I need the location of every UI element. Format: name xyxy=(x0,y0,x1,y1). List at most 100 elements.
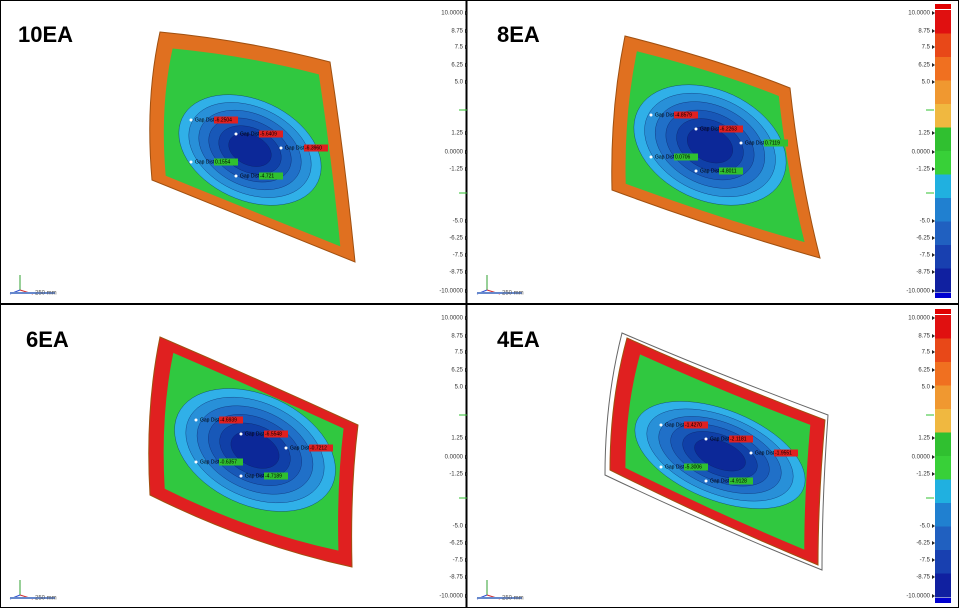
tick-arrow xyxy=(932,289,935,293)
annotation-box xyxy=(309,444,333,452)
annotation-name: Gap Dist. xyxy=(665,464,686,470)
colorbar-segment xyxy=(935,151,951,175)
colorbar-bottom xyxy=(935,598,951,603)
colorbar-tick: -6.25 xyxy=(449,236,463,242)
scale-bar xyxy=(477,292,522,294)
colorbar-tick: -8.75 xyxy=(449,270,463,276)
tick-arrow xyxy=(465,289,468,293)
colorbar-segment xyxy=(935,127,951,152)
annotation-box xyxy=(719,125,743,133)
annotation-name: Gap Dist. xyxy=(200,417,221,423)
tick-arrow xyxy=(465,11,468,15)
colorbar-tick: 8.75 xyxy=(918,334,930,340)
tick-arrow xyxy=(932,236,935,240)
probe-point xyxy=(239,432,243,436)
colorbar-tick: -10.0000 xyxy=(439,289,463,295)
annotation-value: 0.7119 xyxy=(765,140,780,146)
annotation-name: Gap Dist. xyxy=(700,126,721,132)
tick-arrow xyxy=(932,131,935,135)
colorbar-tick: 6.25 xyxy=(451,63,463,69)
annotation-box xyxy=(764,139,788,147)
colorbar-tick: -5.0 xyxy=(920,524,931,530)
annotation-value: -4.7189 xyxy=(265,473,282,479)
annotation-name: Gap Dist. xyxy=(195,117,216,123)
annotation-value: -4.6939 xyxy=(220,417,237,423)
annotation-value: -1.9551 xyxy=(775,450,792,456)
colorbar-tick: -5.0 xyxy=(453,524,464,530)
probe-point xyxy=(694,169,698,173)
tick-arrow xyxy=(465,131,468,135)
colorbar-tick: 0.0000 xyxy=(912,150,931,156)
tick-arrow xyxy=(465,219,468,223)
annotation-name: Gap Dist. xyxy=(755,450,776,456)
tick-arrow xyxy=(932,11,935,15)
colorbar-segment xyxy=(935,33,951,58)
probe-point xyxy=(649,155,653,159)
annotation-name: Gap Dist. xyxy=(285,145,306,151)
colorbar-tick: -1.25 xyxy=(916,472,930,478)
tick-arrow xyxy=(932,385,935,389)
annotation-value: -4.8011 xyxy=(720,168,737,174)
tick-arrow xyxy=(932,558,935,562)
annotation-box xyxy=(264,472,288,480)
colorbar-segment xyxy=(935,174,951,199)
tick-arrow xyxy=(465,558,468,562)
colorbar-segment xyxy=(935,104,951,128)
colorbar-top xyxy=(935,309,951,314)
probe-point xyxy=(704,437,708,441)
colorbar-tick: 0.0000 xyxy=(912,455,931,461)
panel-label: 8EA xyxy=(497,22,540,47)
scale-label: 250 mm xyxy=(502,291,524,297)
annotation-value: -5.3006 xyxy=(685,464,702,470)
tick-arrow xyxy=(465,270,468,274)
annotation-name: Gap Dist. xyxy=(710,436,731,442)
tick-arrow xyxy=(932,63,935,67)
annotation-box xyxy=(214,116,238,124)
annotation-value: -4.8579 xyxy=(675,112,692,118)
annotation-box xyxy=(684,421,708,429)
annotation-name: Gap Dist. xyxy=(200,459,221,465)
tick-arrow xyxy=(465,436,468,440)
colorbar-tick: -8.75 xyxy=(449,575,463,581)
colorbar-tick: 10.0000 xyxy=(908,316,930,322)
annotation-name: Gap Dist. xyxy=(195,159,216,165)
annotation-box xyxy=(259,130,283,138)
colorbar-tick: 1.25 xyxy=(918,131,930,137)
colorbar-top xyxy=(935,4,951,9)
colorbar-tick: -6.25 xyxy=(916,541,930,547)
annotation-value: -6.2263 xyxy=(720,126,737,132)
colorbar-segment xyxy=(935,573,951,598)
colorbar-tick: 5.0 xyxy=(455,80,464,86)
colorbar-tick: 0.0000 xyxy=(445,150,464,156)
tick-arrow xyxy=(932,472,935,476)
colorbar-tick: -8.75 xyxy=(916,575,930,581)
scale-label: 250 mm xyxy=(502,596,524,602)
contour xyxy=(228,133,272,167)
annotation-value: -6.3960 xyxy=(305,145,322,151)
probe-point xyxy=(194,418,198,422)
annotation-value: 0.1554 xyxy=(215,159,231,165)
panel-label: 6EA xyxy=(26,327,69,352)
tick-arrow xyxy=(932,219,935,223)
tick-arrow xyxy=(932,368,935,372)
probe-point xyxy=(234,174,238,178)
annotation-name: Gap Dist. xyxy=(700,168,721,174)
probe-point xyxy=(284,446,288,450)
tick-arrow xyxy=(465,167,468,171)
tick-arrow xyxy=(932,150,935,154)
panel-label: 4EA xyxy=(497,327,540,352)
tick-arrow xyxy=(465,253,468,257)
annotation-value: -0.6357 xyxy=(220,459,237,465)
tick-arrow xyxy=(465,368,468,372)
colorbar-segment xyxy=(935,409,951,433)
probe-point xyxy=(659,465,663,469)
probe-point xyxy=(649,113,653,117)
tick-arrow xyxy=(932,594,935,598)
colorbar-tick: 7.5 xyxy=(455,350,464,356)
colorbar-tick: 7.5 xyxy=(922,350,931,356)
colorbar-tick: 1.25 xyxy=(918,436,930,442)
tick-arrow xyxy=(465,45,468,49)
annotation-value: -4.9128 xyxy=(730,478,747,484)
tick-arrow xyxy=(465,150,468,154)
